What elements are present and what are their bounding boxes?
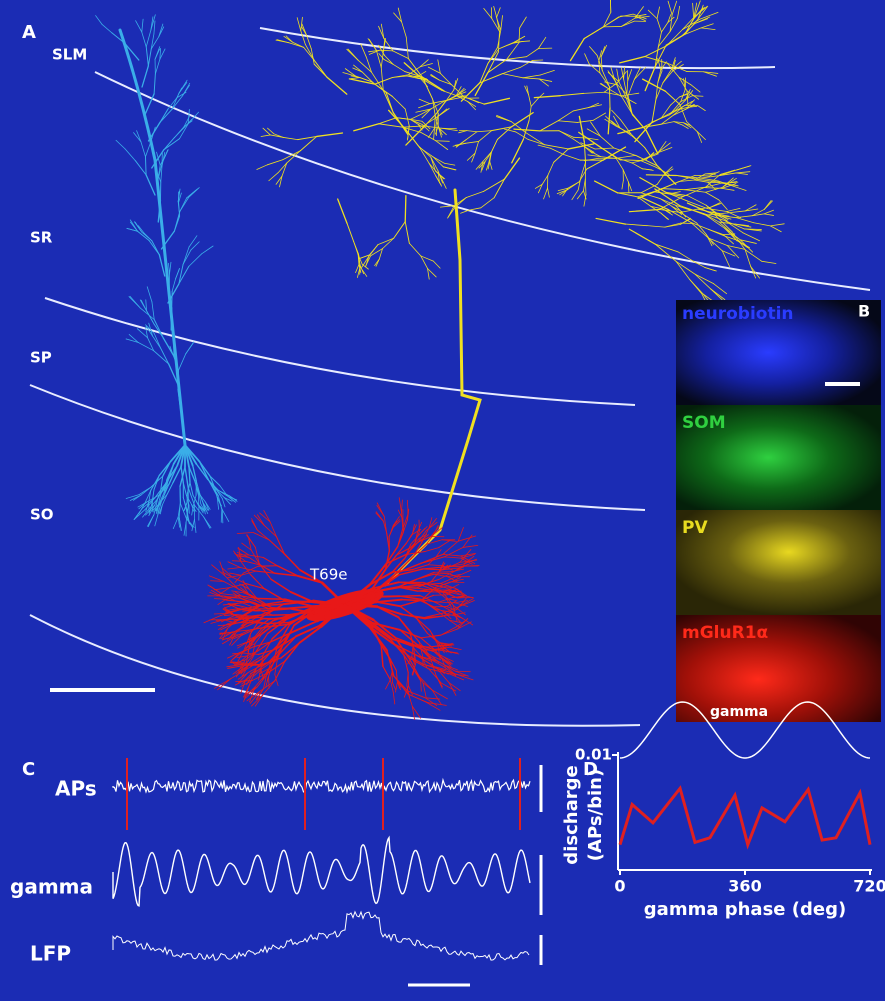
dendrite [398,587,416,588]
trace-label: LFP [30,942,71,966]
trace-label: APs [55,777,97,801]
dendrite [646,175,676,176]
dendrite [402,600,420,601]
y-axis-label: discharge [561,765,582,864]
dendrite [180,486,181,503]
dendrite [171,308,172,330]
dendrite [436,141,449,142]
dendrite [145,157,146,175]
stain-label: neurobiotin [682,304,794,324]
panel-b: neurobiotin SOM PV mGluR1α B [676,300,881,722]
dendrite [214,599,226,600]
x-tick-label: 0 [614,877,625,896]
layer-label: SR [30,229,53,247]
stain-label: SOM [682,413,726,433]
cell-id: T69e [309,566,347,584]
dendrite [405,196,406,222]
y-tick-label: 0.01 [575,746,612,764]
figure: neurobiotin SOM PV mGluR1α B A SLM SR SP… [0,0,885,1001]
dendrite [423,650,436,651]
stain-label: PV [682,518,708,538]
x-tick-label: 720 [853,877,885,896]
layer-label: SLM [52,46,87,64]
dendrite [149,502,150,513]
dendrite [214,613,225,614]
stain-label: mGluR1α [682,623,768,643]
dendrite [243,665,261,666]
layer-label: SO [30,506,54,524]
dendrite [609,87,610,108]
panel-label: A [22,22,36,43]
layer-label: SP [30,349,52,367]
x-tick-label: 360 [728,877,761,896]
x-axis-label: gamma phase (deg) [644,899,846,920]
dendrite [268,608,289,609]
trace-label: gamma [10,875,93,899]
panel-label: B [858,302,870,321]
reference-label: gamma [710,704,768,720]
dendrite [376,596,400,597]
panel-label: C [22,759,35,780]
y-axis-label: (APs/bin) [585,769,606,861]
